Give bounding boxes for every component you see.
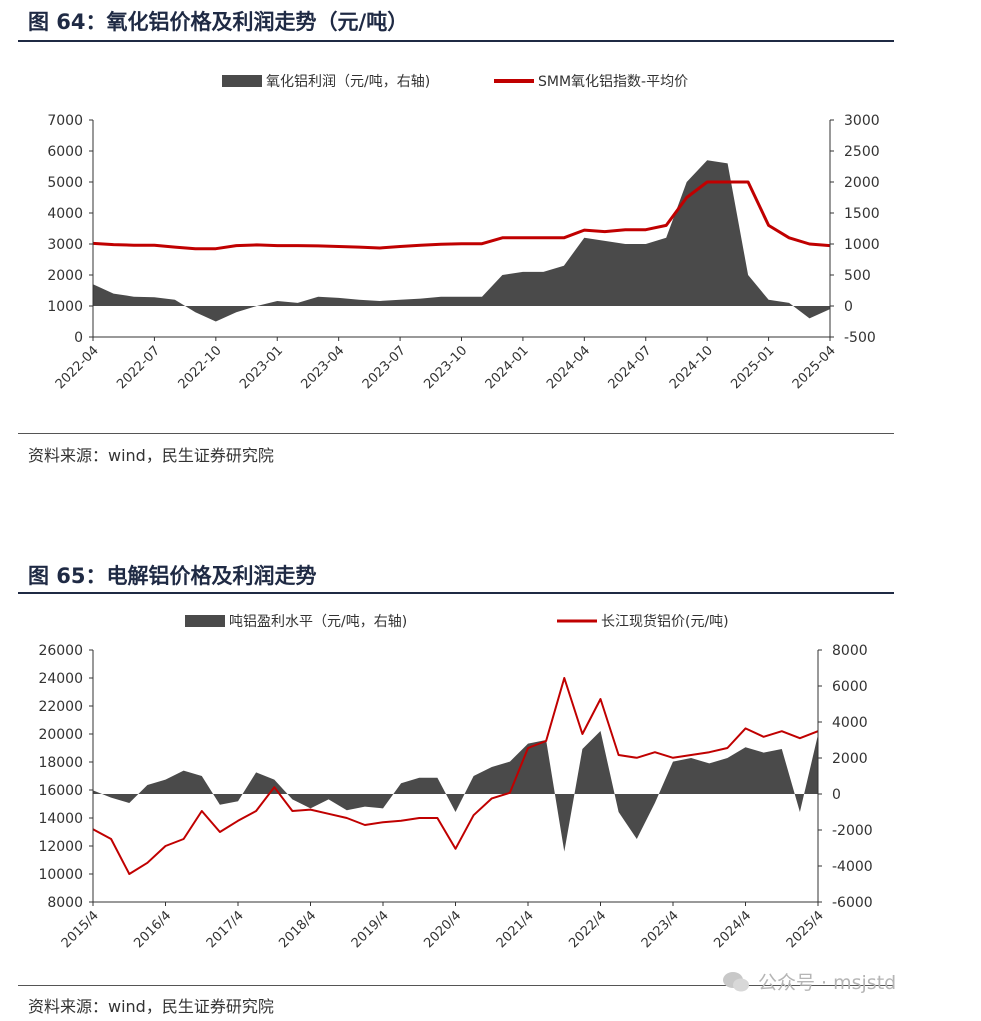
- y-right-tick-label: 4000: [832, 715, 868, 731]
- y-left-tick-label: 18000: [38, 755, 83, 771]
- figure-65-source: 资料来源：wind，民生证券研究院: [28, 997, 274, 1016]
- y-left-tick-label: 0: [74, 330, 83, 346]
- figure-65-top-rule: [18, 592, 894, 594]
- y-right-tick-label: 2000: [844, 175, 880, 191]
- figure-64-title: 图 64：氧化铝价格及利润走势（元/吨）: [28, 10, 409, 34]
- x-tick-label: 2023-10: [421, 343, 470, 392]
- y-right-tick-label: 500: [844, 268, 871, 284]
- y-left-tick-label: 8000: [47, 895, 83, 911]
- x-tick-label: 2023-01: [237, 343, 286, 392]
- figure-65-bottom-rule: [18, 985, 894, 986]
- y-right-tick-label: -4000: [832, 859, 873, 875]
- legend-label-profit: 氧化铝利润（元/吨，右轴): [266, 74, 430, 90]
- y-left-tick-label: 4000: [47, 206, 83, 222]
- y-left-tick-label: 12000: [38, 839, 83, 855]
- legend-swatch-profit: [222, 75, 262, 87]
- x-tick-label: 2025-04: [790, 343, 839, 392]
- x-tick-label: 2024-10: [667, 343, 716, 392]
- y-right-tick-label: 3000: [844, 113, 880, 129]
- y-right-tick-label: 1500: [844, 206, 880, 222]
- y-right-tick-label: 1000: [844, 237, 880, 253]
- watermark: 公众号 · msjstd: [722, 968, 896, 995]
- figure-65-title: 图 65：电解铝价格及利润走势: [28, 564, 317, 588]
- y-right-tick-label: -2000: [832, 823, 873, 839]
- y-left-tick-label: 5000: [47, 175, 83, 191]
- x-tick-label: 2022-07: [114, 343, 163, 392]
- x-tick-label: 2020/4: [421, 908, 464, 951]
- y-right-tick-label: 0: [844, 299, 853, 315]
- y-left-tick-label: 1000: [47, 299, 83, 315]
- legend-label-price: SMM氧化铝指数-平均价: [538, 74, 688, 90]
- x-tick-label: 2025-01: [728, 343, 777, 392]
- y-left-tick-label: 6000: [47, 144, 83, 160]
- x-tick-label: 2023/4: [639, 908, 682, 951]
- x-tick-label: 2022/4: [566, 908, 609, 951]
- x-tick-label: 2018/4: [276, 908, 319, 951]
- x-tick-label: 2023-07: [360, 343, 409, 392]
- x-tick-label: 2021/4: [494, 908, 537, 951]
- y-left-tick-label: 24000: [38, 671, 83, 687]
- profit-area: [93, 731, 818, 852]
- legend-label-profit: 吨铝盈利水平（元/吨，右轴): [229, 614, 407, 630]
- x-tick-label: 2023-04: [298, 343, 347, 392]
- profit-area: [93, 160, 830, 322]
- figure-64-source: 资料来源：wind，民生证券研究院: [28, 446, 274, 465]
- figure-64-bottom-rule: [18, 433, 894, 434]
- alumina-chart: 氧化铝利润（元/吨，右轴) SMM氧化铝指数-平均价 0 1000 2000 3000 40…: [47, 74, 880, 392]
- x-tick-label: 2024/4: [711, 908, 754, 951]
- x-tick-label: 2022-04: [53, 343, 102, 392]
- y-right-tick-label: 2500: [844, 144, 880, 160]
- price-line: [92, 180, 831, 251]
- x-tick-label: 2022-10: [176, 343, 225, 392]
- electrolytic-aluminum-chart: 吨铝盈利水平（元/吨，右轴) 长江现货铝价(元/吨) 8000 10000 12000 1…: [38, 613, 873, 951]
- y-right-tick-label: 2000: [832, 751, 868, 767]
- x-tick-label: 2024-04: [544, 343, 593, 392]
- y-left-tick-label: 20000: [38, 727, 83, 743]
- y-left-tick-label: 16000: [38, 783, 83, 799]
- y-right-tick-label: 8000: [832, 643, 868, 659]
- y-left-tick-label: 22000: [38, 699, 83, 715]
- figure-64-top-rule: [18, 40, 894, 42]
- x-tick-label: 2024-07: [606, 343, 655, 392]
- price-line: [92, 677, 819, 875]
- wechat-icon: [722, 971, 750, 993]
- y-right-tick-label: -6000: [832, 895, 873, 911]
- legend-label-price: 长江现货铝价(元/吨): [601, 613, 729, 630]
- x-tick-label: 2019/4: [349, 908, 392, 951]
- x-tick-label: 2015/4: [59, 908, 102, 951]
- y-left-tick-label: 14000: [38, 811, 83, 827]
- y-left-tick-label: 10000: [38, 867, 83, 883]
- y-right-tick-label: -500: [844, 330, 876, 346]
- x-tick-label: 2025/4: [784, 908, 827, 951]
- x-tick-label: 2017/4: [204, 908, 247, 951]
- y-left-tick-label: 26000: [38, 643, 83, 659]
- watermark-text: 公众号 · msjstd: [758, 972, 897, 994]
- legend-swatch-profit: [185, 615, 225, 627]
- x-tick-label: 2024-01: [483, 343, 532, 392]
- y-left-tick-label: 7000: [47, 113, 83, 129]
- y-right-tick-label: 0: [832, 787, 841, 803]
- y-left-tick-label: 3000: [47, 237, 83, 253]
- x-tick-label: 2016/4: [131, 908, 174, 951]
- y-right-tick-label: 6000: [832, 679, 868, 695]
- y-left-tick-label: 2000: [47, 268, 83, 284]
